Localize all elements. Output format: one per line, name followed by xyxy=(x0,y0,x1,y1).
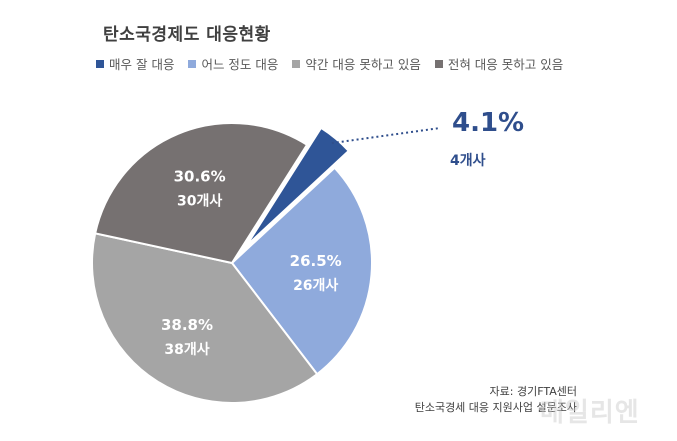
chart-title: 탄소국경제도 대응현황 xyxy=(103,25,271,45)
chart-legend: 매우 잘 대응 어느 정도 대응 약간 대응 못하고 있음 전혀 대응 못하고 … xyxy=(96,54,563,73)
legend-swatch-1 xyxy=(188,59,197,68)
pie-slice-1 xyxy=(230,166,373,376)
legend-label-2: 약간 대응 못하고 있음 xyxy=(305,57,421,72)
callout-leader-line xyxy=(331,127,441,145)
callout-count-label: 4개사 xyxy=(450,153,486,169)
pie-slice-0 xyxy=(245,126,351,247)
legend-swatch-0 xyxy=(96,59,104,68)
legend-swatch-2 xyxy=(292,59,301,68)
pie-slice-2 xyxy=(91,232,319,404)
legend-swatch-3 xyxy=(434,59,443,68)
slice-count-label-2: 38개사 xyxy=(164,342,209,358)
slice-count-label-3: 30개사 xyxy=(177,193,222,209)
legend-item-1: 어느 정도 대응 xyxy=(188,54,278,73)
pie-slice-3 xyxy=(93,122,309,265)
slice-count-label-1: 26개사 xyxy=(293,278,338,294)
source-line-1: 자료: 경기FTA센터 xyxy=(489,385,577,398)
slice-pct-label-2: 38.8% xyxy=(161,316,213,334)
legend-label-1: 어느 정도 대응 xyxy=(201,57,279,72)
legend-item-0: 매우 잘 대응 xyxy=(96,54,174,73)
source-line-2: 탄소국경세 대응 지원사업 설문조사 xyxy=(414,401,577,414)
slice-pct-label-3: 30.6% xyxy=(174,167,226,185)
slice-pct-label-1: 26.5% xyxy=(290,252,342,270)
callout-percent-label: 4.1% xyxy=(452,108,525,138)
watermark-logo: 매일리엔 xyxy=(540,398,640,428)
legend-label-3: 전혀 대응 못하고 있음 xyxy=(447,57,564,72)
legend-item-2: 약간 대응 못하고 있음 xyxy=(292,54,421,73)
legend-item-3: 전혀 대응 못하고 있음 xyxy=(434,54,564,73)
legend-label-0: 매우 잘 대응 xyxy=(109,57,175,72)
source-note: 자료: 경기FTA센터 탄소국경세 대응 지원사업 설문조사 xyxy=(415,384,577,416)
